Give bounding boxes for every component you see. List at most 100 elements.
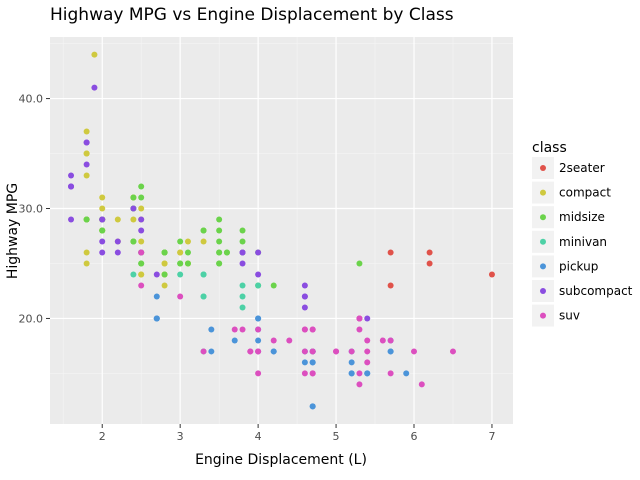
x-tick-label: 5 [333, 430, 340, 443]
point-subcompact [114, 249, 121, 256]
point-compact [99, 194, 106, 201]
point-pickup [208, 348, 215, 355]
point-suv [200, 348, 207, 355]
point-pickup [309, 403, 316, 410]
point-suv [356, 326, 363, 333]
point-suv [411, 348, 418, 355]
legend-key-midsize [540, 214, 546, 221]
point-suv [286, 337, 293, 344]
point-subcompact [91, 84, 98, 91]
point-midsize [161, 249, 168, 256]
y-tick-label: 20.0 [19, 312, 44, 325]
point-midsize [216, 216, 223, 223]
y-tick-label: 40.0 [19, 93, 44, 106]
point-compact [200, 238, 207, 245]
point-subcompact [255, 271, 262, 278]
point-suv [301, 348, 308, 355]
point-suv [387, 337, 394, 344]
point-compact [177, 249, 184, 256]
point-subcompact [301, 293, 308, 300]
legend-label-2seater: 2seater [559, 161, 605, 175]
point-pickup [309, 359, 316, 366]
point-midsize [130, 238, 137, 245]
point-midsize [270, 282, 277, 289]
point-subcompact [83, 161, 90, 168]
point-midsize [177, 238, 184, 245]
x-tick-label: 4 [255, 430, 262, 443]
point-subcompact [255, 249, 262, 256]
point-midsize [99, 227, 106, 234]
legend-key-compact [540, 189, 546, 196]
legend-key-subcompact [540, 288, 546, 294]
point-midsize [138, 183, 145, 190]
point-subcompact [138, 216, 145, 223]
legend-key-pickup [540, 263, 546, 270]
point-minivan [200, 293, 207, 300]
point-suv [449, 348, 456, 355]
point-midsize [239, 227, 246, 234]
point-2seater [387, 249, 394, 256]
point-minivan [177, 271, 184, 278]
point-suv [138, 249, 145, 256]
legend-key-minivan [540, 238, 546, 245]
legend-label-compact: compact [559, 186, 611, 200]
legend-label-pickup: pickup [559, 259, 598, 273]
legend-key-2seater [540, 165, 546, 171]
point-suv [387, 370, 394, 377]
point-midsize [138, 194, 145, 201]
point-midsize [216, 227, 223, 234]
point-minivan [255, 282, 262, 289]
point-suv [255, 348, 262, 355]
point-compact [184, 238, 191, 245]
point-compact [83, 260, 90, 267]
point-compact [138, 205, 145, 212]
point-suv [333, 348, 340, 355]
x-tick-label: 7 [488, 430, 495, 443]
legend: class 2seater compact midsize minivan pickup… [532, 140, 633, 327]
point-subcompact [138, 227, 145, 234]
y-tick-label: 30.0 [19, 203, 44, 216]
point-subcompact [364, 315, 371, 322]
point-suv [356, 381, 363, 388]
x-tick-label: 6 [411, 430, 418, 443]
x-tick-label: 3 [177, 430, 184, 443]
point-midsize [223, 249, 230, 256]
point-compact [83, 249, 90, 256]
legend-label-subcompact: subcompact [559, 284, 633, 298]
legend-label-minivan: minivan [559, 235, 607, 249]
point-suv [364, 359, 371, 366]
point-2seater [426, 260, 433, 267]
point-subcompact [99, 249, 106, 256]
point-midsize [83, 216, 90, 223]
point-compact [161, 260, 168, 267]
point-suv [231, 326, 238, 333]
point-minivan [239, 282, 246, 289]
point-pickup [364, 370, 371, 377]
point-suv [255, 370, 262, 377]
chart-title: Highway MPG vs Engine Displacement by Cl… [50, 5, 454, 25]
point-suv [255, 326, 262, 333]
grid-lines [50, 37, 513, 424]
legend-title: class [532, 140, 567, 156]
point-subcompact [68, 216, 75, 223]
point-2seater [488, 271, 495, 278]
point-midsize [184, 260, 191, 267]
point-pickup [301, 359, 308, 366]
point-midsize [216, 249, 223, 256]
legend-label-suv: suv [559, 309, 580, 323]
point-subcompact [239, 260, 246, 267]
point-suv [379, 337, 386, 344]
point-subcompact [68, 172, 75, 179]
point-pickup [387, 348, 394, 355]
point-compact [130, 216, 137, 223]
point-compact [138, 271, 145, 278]
point-pickup [348, 370, 355, 377]
point-subcompact [114, 238, 121, 245]
point-suv [356, 370, 363, 377]
point-suv [247, 348, 254, 355]
point-midsize [130, 194, 137, 201]
point-midsize [184, 249, 191, 256]
point-minivan [200, 271, 207, 278]
point-pickup [255, 337, 262, 344]
